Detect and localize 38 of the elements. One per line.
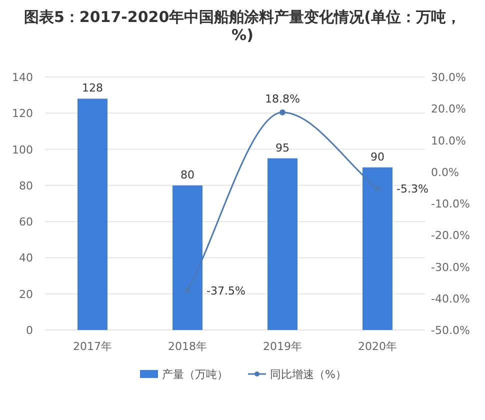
bar [78, 98, 108, 330]
bar [362, 167, 392, 330]
y2-tick-label: -20.0% [431, 229, 470, 242]
y-tick-label: 0 [26, 324, 33, 337]
data-label: -5.3% [396, 182, 428, 196]
y-tick-label: 100 [12, 143, 33, 156]
x-tick-label: 2017年 [73, 340, 112, 353]
y2-tick-label: -50.0% [431, 324, 470, 337]
chart-title: 图表5：2017-2020年中国船舶涂料产量变化情况(单位：万吨，%) [22, 8, 462, 44]
data-label: -37.5% [206, 284, 246, 298]
bar [172, 185, 202, 330]
y2-tick-label: -10.0% [431, 198, 470, 210]
y2-tick-label: 10.0% [431, 134, 466, 148]
y-tick-label: 80 [19, 179, 33, 192]
point [184, 287, 190, 294]
x-tick-label: 2019年 [263, 340, 302, 353]
point [280, 109, 286, 116]
y-tick-label: 140 [12, 71, 33, 84]
legend-label: 同比增速（%） [270, 368, 346, 381]
y-tick-label: 120 [12, 107, 33, 120]
y2-tick-label: 30.0% [431, 71, 466, 84]
data-label: 80 [180, 168, 194, 182]
data-label: 128 [82, 82, 103, 95]
y-tick-label: 40 [19, 252, 33, 265]
data-label: 90 [370, 150, 384, 164]
data-label: 95 [276, 141, 290, 154]
bar [268, 158, 298, 330]
y2-tick-label: -40.0% [431, 292, 470, 306]
legend-label: 产量（万吨） [162, 368, 228, 381]
point [374, 186, 380, 192]
x-tick-label: 2020年 [358, 340, 397, 353]
x-tick-label: 2018年 [168, 340, 207, 353]
y2-tick-label: -30.0% [431, 260, 470, 274]
y2-tick-label: 20.0% [431, 102, 466, 116]
y-tick-label: 60 [19, 216, 33, 229]
data-label: 18.8% [265, 92, 300, 106]
y-tick-label: 20 [19, 288, 33, 301]
y2-tick-label: 0.0% [431, 166, 459, 179]
